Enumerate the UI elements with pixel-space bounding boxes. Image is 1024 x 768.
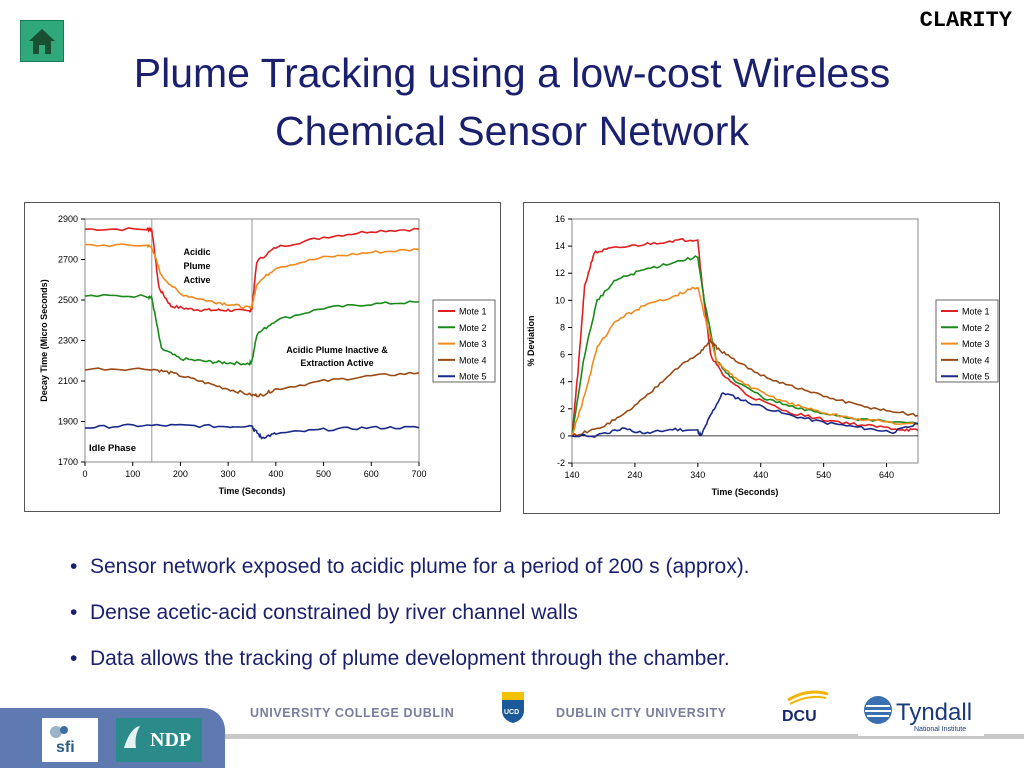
- ndp-logo: NDP: [116, 718, 202, 762]
- tyndall-logo-text: Tyndall: [896, 699, 972, 726]
- legend-label: Mote 2: [962, 323, 990, 333]
- annotation-text: Extraction Active: [300, 358, 373, 368]
- bullet-dot: •: [70, 601, 78, 624]
- annotation-box: [87, 438, 149, 455]
- y-tick-label: 2500: [58, 295, 78, 305]
- series-line: [571, 286, 919, 436]
- x-tick-label: 500: [316, 469, 331, 479]
- legend-label: Mote 5: [459, 372, 487, 382]
- y-tick-label: 14: [555, 241, 565, 251]
- x-tick-label: 400: [268, 469, 283, 479]
- x-tick-label: 600: [364, 469, 379, 479]
- sfi-logo: sfi: [42, 718, 98, 762]
- ucd-name: UNIVERSITY COLLEGE DUBLIN: [250, 706, 455, 720]
- y-tick-label: -2: [557, 458, 565, 468]
- series-line: [84, 423, 420, 440]
- bullet-text: Dense acetic-acid constrained by river c…: [90, 601, 578, 624]
- home-icon: [29, 29, 55, 54]
- y-tick-label: 1700: [58, 457, 78, 467]
- series-line: [571, 337, 919, 437]
- home-button[interactable]: [20, 20, 64, 62]
- chart-deviation: -2 0 2 4 6 8 10 12 14 16 140 240 340 440 540 640 Time (S…: [523, 202, 1000, 514]
- title-line-1: Plume Tracking using a low-cost Wireless: [133, 50, 891, 96]
- dcu-logo-text: DCU: [782, 708, 817, 725]
- legend-label: Mote 4: [459, 355, 487, 365]
- x-tick-label: 440: [753, 470, 768, 480]
- annotation-text: Acidic: [183, 247, 210, 257]
- legend-box: [432, 299, 496, 383]
- annotation-text: Plume: [183, 261, 210, 271]
- y-tick-label: 2700: [58, 255, 78, 265]
- series-line: [84, 243, 420, 310]
- x-tick-label: 240: [627, 470, 642, 480]
- footer-divider: [225, 734, 1024, 739]
- bullet-dot: •: [70, 647, 78, 670]
- x-tick-label: 340: [690, 470, 705, 480]
- annotation-text: Idle Phase: [89, 443, 136, 454]
- legend-label: Mote 2: [459, 323, 487, 333]
- plot-area: [571, 218, 919, 464]
- tyndall-logo-subtext: National Institute: [914, 726, 966, 733]
- chart-decay-time: 1700 1900 2100 2300 2500 2700 2900 0 100 200 300 40…: [24, 202, 501, 512]
- x-tick-label: 0: [82, 469, 87, 479]
- legend-label: Mote 3: [962, 339, 990, 349]
- x-tick-label: 100: [125, 469, 140, 479]
- y-axis-label: Decay Time (Micro Seconds): [39, 279, 49, 401]
- y-tick-label: 8: [560, 322, 565, 332]
- x-tick-label: 640: [879, 470, 894, 480]
- chart-deviation-svg: -2 0 2 4 6 8 10 12 14 16 140 240 340 440 540 640 Time (S…: [526, 214, 999, 497]
- series-line: [84, 367, 420, 398]
- series-line: [84, 293, 420, 366]
- sfi-logo-text: sfi: [56, 739, 75, 756]
- legend-label: Mote 1: [459, 307, 487, 317]
- y-tick-label: 2100: [58, 376, 78, 386]
- legend-label: Mote 1: [962, 307, 990, 317]
- page-title: Plume Tracking using a low-cost Wireless…: [60, 44, 964, 160]
- y-tick-label: 12: [555, 268, 565, 278]
- x-tick-label: 200: [173, 469, 188, 479]
- x-axis-label: Time (Seconds): [219, 486, 286, 496]
- y-tick-label: 2900: [58, 214, 78, 224]
- bullet-text: Data allows the tracking of plume develo…: [90, 647, 730, 670]
- chart-decay-time-svg: 1700 1900 2100 2300 2500 2700 2900 0 100 200 300 40…: [39, 214, 496, 496]
- y-tick-label: 16: [555, 214, 565, 224]
- legend-label: Mote 3: [459, 339, 487, 349]
- y-tick-label: 0: [560, 431, 565, 441]
- bullet-item: • Sensor network exposed to acidic plume …: [70, 552, 970, 598]
- y-tick-label: 2: [560, 404, 565, 414]
- dcu-logo: DCU: [778, 686, 830, 726]
- x-tick-label: 540: [816, 470, 831, 480]
- y-tick-label: 10: [555, 295, 565, 305]
- bullet-dot: •: [70, 555, 78, 578]
- series-line: [84, 226, 420, 313]
- brand-label: CLARITY: [919, 8, 1012, 33]
- legend-label: Mote 5: [962, 372, 990, 382]
- bullet-item: • Dense acetic-acid constrained by river …: [70, 598, 970, 644]
- bullet-text: Sensor network exposed to acidic plume f…: [90, 555, 750, 578]
- y-tick-label: 6: [560, 350, 565, 360]
- annotation-text: Acidic Plume Inactive &: [286, 345, 388, 355]
- bullet-list: • Sensor network exposed to acidic plume …: [70, 552, 970, 690]
- ndp-logo-text: NDP: [150, 729, 191, 751]
- legend-label: Mote 4: [962, 355, 990, 365]
- y-tick-label: 1900: [58, 417, 78, 427]
- y-axis-label: % Deviation: [526, 315, 536, 366]
- tyndall-logo: Tyndall National Institute: [858, 690, 984, 736]
- title-line-2: Chemical Sensor Network: [275, 108, 749, 154]
- annotation-text: Active: [183, 275, 210, 285]
- series-line: [571, 391, 919, 438]
- x-axis-label: Time (Seconds): [712, 487, 779, 497]
- series-line: [571, 238, 919, 438]
- x-tick-label: 300: [221, 469, 236, 479]
- x-tick-label: 700: [411, 469, 426, 479]
- y-tick-label: 2300: [58, 336, 78, 346]
- ucd-logo-text: UCD: [504, 709, 519, 716]
- dcu-name: DUBLIN CITY UNIVERSITY: [556, 706, 727, 720]
- legend-box: [935, 299, 999, 383]
- series-line: [571, 255, 919, 435]
- x-tick-label: 140: [564, 470, 579, 480]
- y-tick-label: 4: [560, 377, 565, 387]
- ucd-crest-icon: UCD: [500, 690, 526, 724]
- bullet-item: • Data allows the tracking of plume devel…: [70, 644, 970, 690]
